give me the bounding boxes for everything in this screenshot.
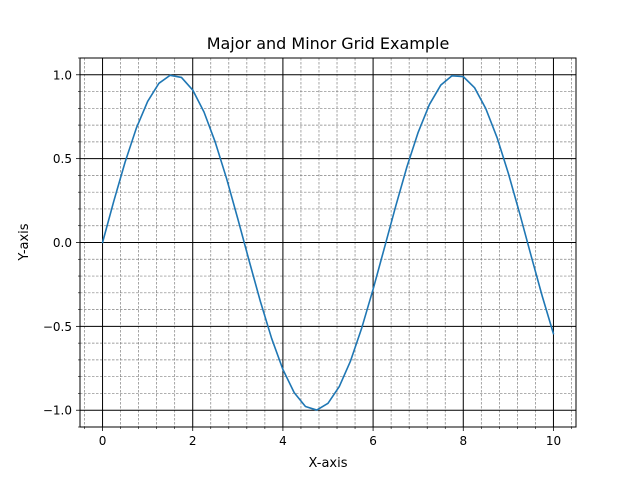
x-tick-label: 2 [189, 434, 197, 448]
y-axis-label: Y-axis [17, 223, 32, 261]
y-tick-label: 0.0 [53, 236, 72, 250]
x-tick-label: 4 [279, 434, 287, 448]
x-tick-label: 8 [459, 434, 467, 448]
x-tick-label: 0 [99, 434, 107, 448]
chart-title: Major and Minor Grid Example [207, 34, 450, 53]
series-layer [101, 74, 555, 411]
series-line [101, 74, 555, 411]
y-tick-label: 1.0 [53, 68, 72, 82]
y-axis-ticks: −1.0 −0.5 0.0 0.5 1.0 [43, 57, 80, 428]
x-tick-label: 10 [546, 434, 561, 448]
x-axis-ticks: 0 2 4 6 8 10 [84, 427, 572, 448]
y-tick-label: −1.0 [43, 404, 72, 418]
y-tick-label: −0.5 [43, 320, 72, 334]
x-tick-label: 6 [369, 434, 377, 448]
x-axis-label: X-axis [309, 456, 348, 471]
y-tick-label: 0.5 [53, 152, 72, 166]
